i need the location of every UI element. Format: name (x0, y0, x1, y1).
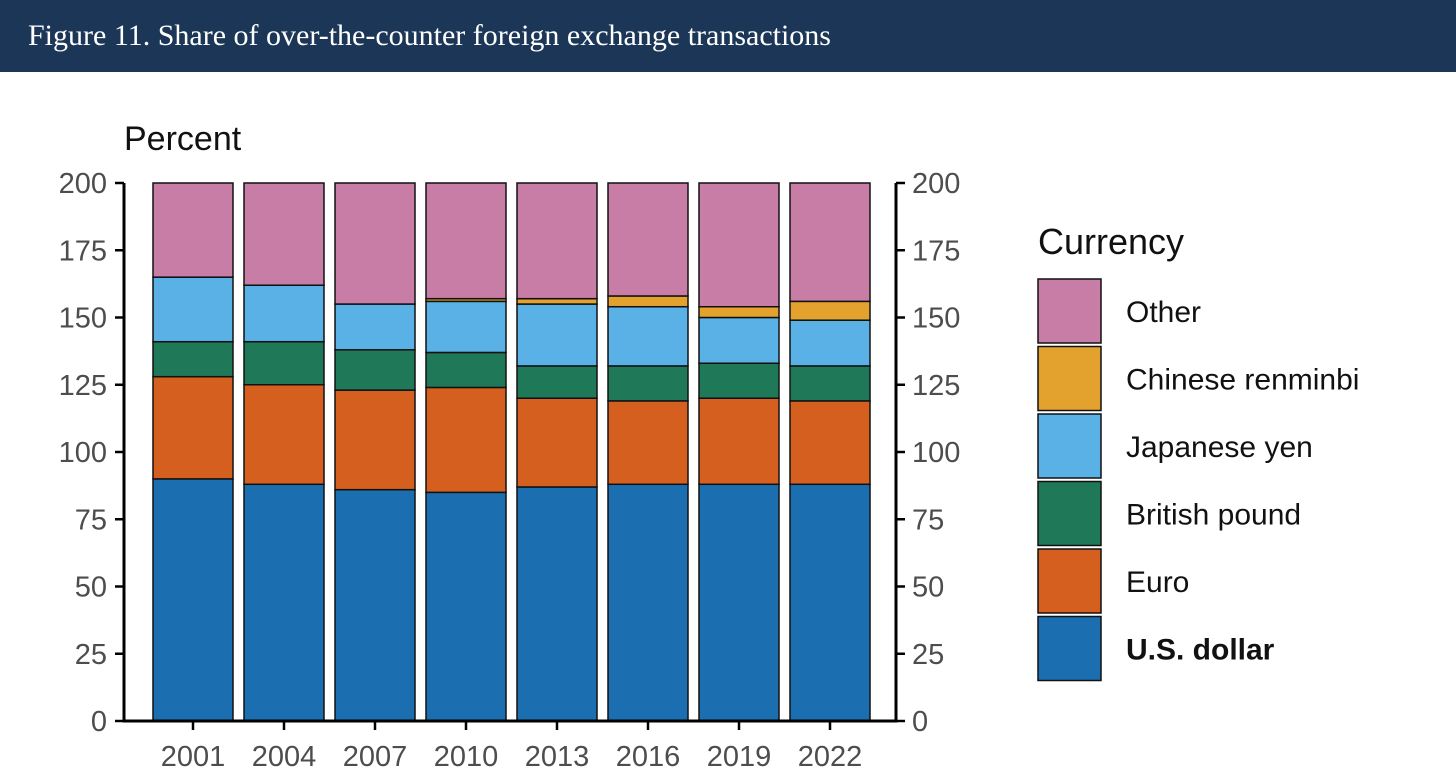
bar-segment-british-pound-2001 (152, 340, 234, 378)
legend-label: Japanese yen (1126, 431, 1313, 464)
bar-segment-british-pound-2010 (425, 351, 507, 389)
bar-segment-other-2001 (152, 182, 234, 278)
bar-segment-japanese-yen-2013 (516, 303, 598, 367)
x-tick-label: 2019 (707, 741, 772, 773)
bar-segment-japanese-yen-2004 (243, 284, 325, 343)
bar-segment-u-s-dollar-2001 (152, 478, 234, 722)
bar-segment-japanese-yen-2019 (698, 316, 780, 364)
x-tick-label: 2004 (252, 741, 317, 773)
bar-segment-chinese-renminbi-2016 (607, 295, 689, 308)
bar-segment-u-s-dollar-2019 (698, 483, 780, 722)
bar-segment-euro-2001 (152, 375, 234, 480)
legend-label: Chinese renminbi (1126, 364, 1359, 397)
y-tick-label-left: 125 (59, 370, 107, 402)
bar-segment-euro-2019 (698, 397, 780, 486)
y-tick-label-left: 100 (59, 437, 107, 469)
bar-segment-british-pound-2007 (334, 349, 416, 391)
y-axis-label: Percent (124, 120, 242, 158)
y-tick-label-left: 200 (59, 168, 107, 200)
bar-segment-other-2013 (516, 182, 598, 300)
y-tick-label-right: 200 (912, 168, 960, 200)
bar-segment-british-pound-2013 (516, 365, 598, 399)
bar-segment-british-pound-2019 (698, 362, 780, 399)
bar-segment-other-2004 (243, 182, 325, 286)
bar-segment-other-2019 (698, 182, 780, 308)
legend-title: Currency (1038, 221, 1184, 262)
legend-label: Euro (1126, 566, 1189, 599)
bar-segment-u-s-dollar-2010 (425, 491, 507, 722)
y-tick-label-right: 100 (912, 437, 960, 469)
y-tick-label-left: 175 (59, 235, 107, 267)
bar-segment-euro-2004 (243, 384, 325, 486)
legend-label: Other (1126, 296, 1201, 329)
legend-swatch-chinese-renminbi (1037, 345, 1102, 412)
x-tick-label: 2013 (525, 741, 590, 773)
legend-swatch-british-pound (1037, 480, 1102, 547)
stacked-bar-chart: Percent 0 0 25 25 50 50 75 75 100 100 125 125 150 150 1… (59, 120, 1360, 773)
y-tick-label-right: 75 (912, 504, 944, 536)
bar-segment-other-2010 (425, 182, 507, 300)
legend-label: British pound (1126, 499, 1301, 532)
y-tick-label-right: 125 (912, 370, 960, 402)
bar-segment-u-s-dollar-2004 (243, 483, 325, 722)
x-tick-label: 2007 (343, 741, 408, 773)
x-tick-label: 2001 (161, 741, 226, 773)
y-tick-label-left: 50 (75, 572, 107, 604)
y-tick-label-right: 150 (912, 303, 960, 335)
y-tick-label-right: 25 (912, 639, 944, 671)
bar-segment-euro-2022 (789, 400, 871, 486)
legend-swatch-u-s-dollar (1037, 615, 1102, 682)
bar-segment-other-2007 (334, 182, 416, 305)
bar-segment-u-s-dollar-2007 (334, 488, 416, 722)
bar-segment-u-s-dollar-2013 (516, 486, 598, 722)
y-tick-label-left: 25 (75, 639, 107, 671)
bar-segment-euro-2016 (607, 400, 689, 486)
bar-segment-japanese-yen-2007 (334, 303, 416, 351)
bar-segment-chinese-renminbi-2019 (698, 305, 780, 319)
bar-segment-euro-2010 (425, 386, 507, 494)
bar-segment-euro-2013 (516, 397, 598, 488)
bar-segment-japanese-yen-2016 (607, 305, 689, 367)
bar-segment-other-2016 (607, 182, 689, 297)
x-tick-label: 2016 (616, 741, 681, 773)
y-tick-label-right: 175 (912, 235, 960, 267)
bar-segment-u-s-dollar-2022 (789, 483, 871, 722)
x-tick-label: 2022 (798, 741, 863, 773)
bar-segment-euro-2007 (334, 389, 416, 491)
figure-header: Figure 11. Share of over-the-counter for… (0, 0, 1456, 72)
legend-swatch-euro (1037, 548, 1102, 614)
bar-segment-british-pound-2004 (243, 340, 325, 386)
y-tick-label-left: 75 (75, 504, 107, 536)
x-tick-label: 2010 (434, 741, 499, 773)
bar-segment-japanese-yen-2010 (425, 300, 507, 354)
bar-segment-chinese-renminbi-2022 (789, 300, 871, 321)
legend-swatch-japanese-yen (1037, 413, 1102, 479)
legend-label: U.S. dollar (1126, 634, 1275, 667)
bar-segment-british-pound-2022 (789, 365, 871, 402)
y-tick-label-left: 0 (91, 706, 107, 738)
bar-segment-chinese-renminbi-2013 (516, 297, 598, 305)
y-tick-label-right: 0 (912, 706, 928, 738)
legend-swatch-other (1037, 278, 1102, 344)
bar-segment-u-s-dollar-2016 (607, 483, 689, 722)
bar-segment-japanese-yen-2001 (152, 276, 234, 343)
bar-segment-british-pound-2016 (607, 365, 689, 402)
y-tick-label-left: 150 (59, 303, 107, 335)
y-tick-label-right: 50 (912, 572, 944, 604)
bar-segment-japanese-yen-2022 (789, 319, 871, 367)
figure-title: Figure 11. Share of over-the-counter for… (28, 19, 831, 52)
bar-segment-other-2022 (789, 182, 871, 303)
